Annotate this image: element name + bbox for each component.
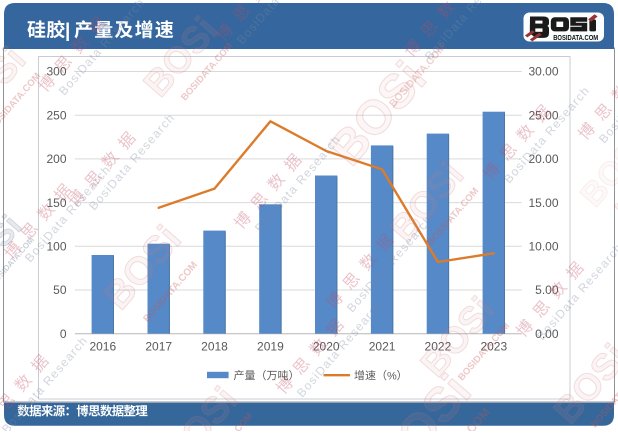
svg-text:2018: 2018 [201,340,228,354]
svg-text:20.00: 20.00 [528,152,558,166]
svg-text:15.00: 15.00 [528,196,558,210]
svg-text:0.00: 0.00 [535,327,559,341]
svg-text:|: | [65,21,70,42]
svg-text:BOSIDATA.COM: BOSIDATA.COM [553,33,598,42]
svg-text:10.00: 10.00 [528,240,558,254]
svg-text:200: 200 [46,152,66,166]
svg-text:50: 50 [53,283,67,297]
svg-text:2016: 2016 [89,340,116,354]
svg-text:250: 250 [46,108,66,122]
svg-text:0: 0 [60,327,67,341]
svg-text:2022: 2022 [425,340,452,354]
svg-text:2023: 2023 [480,340,507,354]
svg-text:2021: 2021 [369,340,396,354]
svg-text:100: 100 [46,240,66,254]
svg-text:2019: 2019 [257,340,284,354]
svg-text:30.00: 30.00 [528,65,558,79]
svg-text:%: % [387,370,397,382]
svg-text:300: 300 [46,65,66,79]
svg-text:2017: 2017 [145,340,172,354]
svg-text:150: 150 [46,196,66,210]
